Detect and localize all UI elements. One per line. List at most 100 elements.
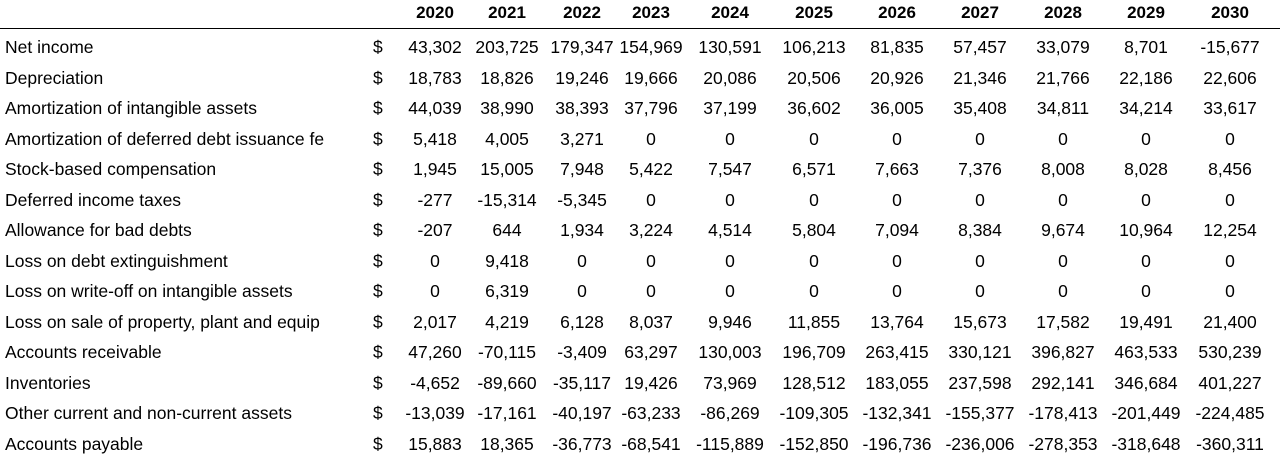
cell-2021[interactable]: -17,161 <box>477 403 537 423</box>
cell-2020[interactable]: 47,260 <box>408 342 462 362</box>
cell-2025[interactable]: -152,850 <box>779 433 849 454</box>
cell-2028[interactable]: 0 <box>1058 128 1068 149</box>
cell-2029[interactable]: 10,964 <box>1119 220 1173 240</box>
cell-2028[interactable]: 292,141 <box>1031 372 1095 393</box>
cell-2026[interactable]: 0 <box>892 189 902 210</box>
cell-2029[interactable]: 19,491 <box>1119 311 1173 332</box>
cell-2029[interactable]: 0 <box>1141 250 1151 271</box>
cell-2030[interactable]: 12,254 <box>1203 220 1257 240</box>
cell-2024[interactable]: 0 <box>725 281 735 301</box>
cell-2020[interactable]: -4,652 <box>410 372 460 393</box>
cell-2023[interactable]: 154,969 <box>619 37 683 57</box>
cell-2023[interactable]: 3,224 <box>629 220 673 240</box>
cell-2026[interactable]: 7,094 <box>875 220 919 240</box>
cell-2020[interactable]: -207 <box>417 220 453 240</box>
cell-2027[interactable]: 21,346 <box>953 67 1007 88</box>
cell-2022[interactable]: -5,345 <box>557 189 607 210</box>
cell-2021[interactable]: 38,990 <box>480 98 534 118</box>
cell-2024[interactable]: 9,946 <box>708 311 752 332</box>
cell-2025[interactable]: 36,602 <box>787 98 841 118</box>
cell-2023[interactable]: 0 <box>646 128 656 149</box>
cell-2027[interactable]: -236,006 <box>945 433 1015 454</box>
cell-2030[interactable]: 0 <box>1225 281 1235 301</box>
cell-2024[interactable]: -86,269 <box>700 403 760 423</box>
cell-2026[interactable]: 13,764 <box>870 311 924 332</box>
cell-2028[interactable]: 396,827 <box>1031 342 1095 362</box>
cell-2025[interactable]: 0 <box>809 128 819 149</box>
cell-2024[interactable]: 0 <box>725 128 735 149</box>
cell-2027[interactable]: -155,377 <box>945 403 1015 423</box>
cell-2028[interactable]: 33,079 <box>1036 37 1090 57</box>
cell-2021[interactable]: 203,725 <box>475 37 539 57</box>
cell-2030[interactable]: 0 <box>1225 128 1235 149</box>
cell-2022[interactable]: -35,117 <box>552 372 612 393</box>
cell-2021[interactable]: -15,314 <box>477 189 537 210</box>
cell-2027[interactable]: 237,598 <box>948 372 1012 393</box>
cell-2023[interactable]: 19,426 <box>624 372 678 393</box>
cell-2026[interactable]: 7,663 <box>875 159 919 179</box>
cell-2029[interactable]: -201,449 <box>1111 403 1181 423</box>
cell-2023[interactable]: 19,666 <box>624 67 678 88</box>
cell-2022[interactable]: 7,948 <box>560 159 604 179</box>
cell-2023[interactable]: 37,796 <box>624 98 678 118</box>
cell-2028[interactable]: 17,582 <box>1036 311 1090 332</box>
cell-2026[interactable]: 0 <box>892 128 902 149</box>
cell-2028[interactable]: 9,674 <box>1041 220 1085 240</box>
cell-2025[interactable]: 0 <box>809 250 819 271</box>
cell-2022[interactable]: 38,393 <box>555 98 609 118</box>
cell-2030[interactable]: -224,485 <box>1195 403 1265 423</box>
cell-2025[interactable]: 128,512 <box>782 372 846 393</box>
cell-2030[interactable]: 401,227 <box>1198 372 1262 393</box>
cell-2027[interactable]: 57,457 <box>953 37 1007 57</box>
cell-2023[interactable]: 8,037 <box>629 311 673 332</box>
cell-2025[interactable]: 11,855 <box>787 311 841 332</box>
cell-2029[interactable]: 0 <box>1141 189 1151 210</box>
cell-2021[interactable]: -89,660 <box>477 372 537 393</box>
cell-2028[interactable]: 34,811 <box>1036 98 1090 118</box>
cell-2022[interactable]: 19,246 <box>555 67 609 88</box>
cell-2026[interactable]: 36,005 <box>870 98 924 118</box>
cell-2020[interactable]: 15,883 <box>408 433 462 454</box>
cell-2020[interactable]: 18,783 <box>408 67 462 88</box>
cell-2020[interactable]: 2,017 <box>413 311 457 332</box>
cell-2026[interactable]: 0 <box>892 281 902 301</box>
cell-2020[interactable]: -277 <box>417 189 453 210</box>
cell-2030[interactable]: 0 <box>1225 189 1235 210</box>
cell-2023[interactable]: -68,541 <box>621 433 681 454</box>
cell-2025[interactable]: 0 <box>809 281 819 301</box>
cell-2024[interactable]: 20,086 <box>703 67 757 88</box>
cell-2028[interactable]: 0 <box>1058 250 1068 271</box>
cell-2030[interactable]: 21,400 <box>1203 311 1257 332</box>
cell-2029[interactable]: 346,684 <box>1114 372 1178 393</box>
cell-2030[interactable]: 33,617 <box>1203 98 1257 118</box>
cell-2021[interactable]: 15,005 <box>480 159 534 179</box>
cell-2027[interactable]: 35,408 <box>953 98 1007 118</box>
cell-2020[interactable]: 44,039 <box>408 98 462 118</box>
cell-2029[interactable]: 8,028 <box>1124 159 1168 179</box>
cell-2020[interactable]: 0 <box>430 281 440 301</box>
cell-2024[interactable]: 4,514 <box>708 220 752 240</box>
cell-2022[interactable]: 0 <box>577 250 587 271</box>
cell-2022[interactable]: 1,934 <box>560 220 604 240</box>
cell-2029[interactable]: 0 <box>1141 128 1151 149</box>
cell-2027[interactable]: 0 <box>975 250 985 271</box>
cell-2028[interactable]: -278,353 <box>1028 433 1098 454</box>
cell-2020[interactable]: 5,418 <box>413 128 457 149</box>
cell-2030[interactable]: 8,456 <box>1208 159 1252 179</box>
cell-2022[interactable]: -36,773 <box>552 433 612 454</box>
cell-2020[interactable]: 0 <box>430 250 440 271</box>
cell-2021[interactable]: 6,319 <box>485 281 529 301</box>
cell-2027[interactable]: 330,121 <box>948 342 1012 362</box>
cell-2026[interactable]: 183,055 <box>865 372 929 393</box>
cell-2021[interactable]: 4,005 <box>485 128 529 149</box>
cell-2027[interactable]: 0 <box>975 128 985 149</box>
cell-2024[interactable]: 73,969 <box>703 372 757 393</box>
cell-2020[interactable]: 1,945 <box>413 159 457 179</box>
cell-2027[interactable]: 7,376 <box>958 159 1002 179</box>
cell-2023[interactable]: 5,422 <box>629 159 673 179</box>
cell-2030[interactable]: -360,311 <box>1196 433 1264 454</box>
cell-2028[interactable]: 0 <box>1058 281 1068 301</box>
cell-2024[interactable]: 7,547 <box>708 159 752 179</box>
cell-2024[interactable]: 0 <box>725 189 735 210</box>
cell-2026[interactable]: -132,341 <box>862 403 932 423</box>
